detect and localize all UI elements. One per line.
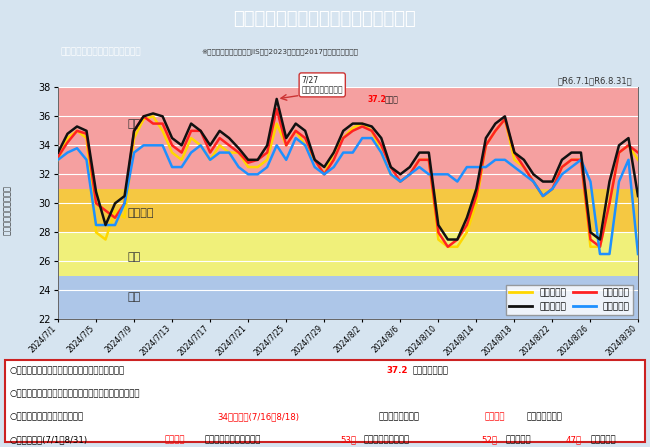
Text: 調査結果（期間中日最大値推移）: 調査結果（期間中日最大値推移） [60, 47, 141, 56]
Text: ○調査期間中(7/1～8/31): ○調査期間中(7/1～8/31) [10, 435, 88, 444]
Text: を記録: を記録 [384, 95, 398, 104]
Bar [58, 189, 638, 232]
Text: 注意: 注意 [127, 292, 141, 303]
Text: 大洲市内（小学校等）の暑さ指数調査: 大洲市内（小学校等）の暑さ指数調査 [233, 10, 417, 28]
Text: 「危険」: 「危険」 [484, 412, 505, 421]
Text: 警戒: 警戒 [127, 252, 141, 262]
Bar [58, 87, 638, 189]
Text: 、脇川小と喜多小が: 、脇川小と喜多小が [364, 435, 410, 444]
Text: 37.2: 37.2 [367, 95, 385, 104]
Text: 「危険」: 「危険」 [164, 435, 185, 444]
Text: 47日: 47日 [566, 435, 582, 444]
Text: ○山の麓に位置する菅田小学校で最大暑さ指数（: ○山の麓に位置する菅田小学校で最大暑さ指数（ [10, 366, 125, 375]
Text: に達していた。: に達していた。 [526, 412, 562, 421]
Text: 厳重警戒: 厳重警戒 [127, 208, 154, 219]
Text: 53日: 53日 [340, 435, 356, 444]
Legend: 脇川小学校, 菅田小学校, 喜多小学校, 長浜小学校: 脇川小学校, 菅田小学校, 喜多小学校, 長浜小学校 [506, 285, 634, 315]
Text: 52日: 52日 [481, 435, 497, 444]
Text: 34日間連続(7/16～8/18): 34日間連続(7/16～8/18) [218, 412, 300, 421]
Text: であった。: であった。 [590, 435, 616, 444]
Text: に達した日は、菅田小が: に達した日は、菅田小が [205, 435, 261, 444]
Text: ○長浜小学校は他の小学校に比べ、低い値で推移した。: ○長浜小学校は他の小学校に比べ、低い値で推移した。 [10, 389, 140, 398]
Text: で最高暑さ指数が: で最高暑さ指数が [378, 412, 419, 421]
Text: ○脇川小学校と菅田小学校では: ○脇川小学校と菅田小学校では [10, 412, 84, 421]
Text: 【R6.7.1～R6.8.31】: 【R6.7.1～R6.8.31】 [558, 76, 632, 85]
Text: ※長浜小学校についてはJIS規格2023年版から2017年版の値に換算。: ※長浜小学校についてはJIS規格2023年版から2017年版の値に換算。 [202, 48, 359, 55]
Text: 37.2: 37.2 [387, 366, 408, 375]
Text: ）を記録した。: ）を記録した。 [413, 366, 448, 375]
Text: 、長浜小が: 、長浜小が [506, 435, 531, 444]
FancyBboxPatch shape [5, 359, 645, 443]
Text: 危険: 危険 [127, 118, 141, 129]
Bar [58, 232, 638, 276]
Text: 暑さ指数（日最高値）: 暑さ指数（日最高値） [3, 185, 12, 235]
Bar [58, 276, 638, 319]
Text: 7/27
菅田小学校で最大値: 7/27 菅田小学校で最大値 [302, 75, 343, 95]
